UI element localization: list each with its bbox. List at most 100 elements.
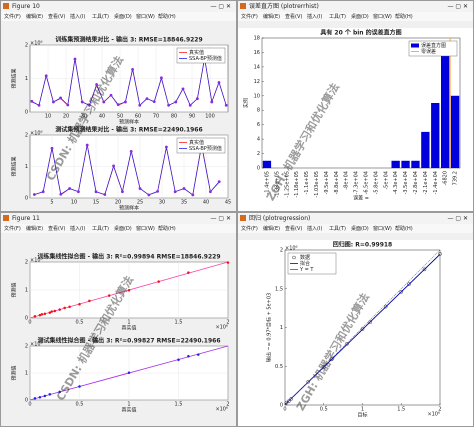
menu-item[interactable]: 查看(V) (48, 13, 65, 20)
x-tick-label: -1.25e+05 (284, 171, 290, 198)
x-tick-label: 15 (93, 200, 99, 206)
menu-item[interactable]: 查看(V) (48, 225, 65, 232)
y-tick-label: 0 (25, 110, 28, 116)
menu-item[interactable]: 查看(V) (285, 13, 302, 20)
chart-title: 测试集预测结果对比 - 输出 3: RMSE=22490.1966 (55, 126, 202, 134)
point (210, 100, 214, 104)
y-exponent: ×10⁶ (30, 258, 43, 264)
point (167, 103, 171, 107)
x-tick-label: -8.8e+04 (334, 171, 340, 194)
point (95, 83, 98, 86)
y-tick-label: 1.5 (275, 286, 283, 292)
point (160, 76, 163, 80)
menu-item[interactable]: 帮助(H) (158, 225, 176, 232)
x-tick-label: 100 (205, 114, 215, 120)
point (209, 190, 212, 194)
point (217, 81, 221, 84)
menu-item[interactable]: 查看(V) (285, 225, 302, 232)
y-tick-label: 2 (25, 344, 28, 350)
menu-item[interactable]: 工具(T) (329, 226, 346, 232)
menu-item[interactable]: 工具(T) (329, 14, 346, 20)
point (138, 103, 142, 107)
point (145, 97, 149, 100)
x-tick-label: 20 (63, 114, 69, 120)
y-tick-label: 0 (25, 398, 28, 404)
menu-item[interactable]: 插入(I) (70, 13, 85, 20)
menu-item[interactable]: 插入(I) (70, 225, 85, 232)
menu-item[interactable]: 文件(F) (4, 225, 21, 232)
x-tick-label: -1.03e+05 (314, 171, 320, 198)
menu-bar (238, 224, 473, 233)
x-tick-label: 0.5 (76, 320, 84, 326)
menu-item[interactable]: 编辑(E) (26, 225, 43, 232)
menu-item[interactable]: 编辑(E) (26, 13, 43, 20)
y-tick-label: 2 (25, 133, 28, 139)
menu-item[interactable]: 文件(F) (241, 13, 258, 20)
menu-item[interactable]: 文件(F) (4, 13, 21, 20)
menu-item[interactable]: 窗口(W) (373, 13, 392, 20)
menu-item[interactable]: 帮助(H) (395, 13, 413, 20)
chart-title: 训练集预测结果对比 - 输出 3: RMSE=18846.9229 (55, 36, 202, 44)
window-title: 回归 (plotregression) (249, 214, 310, 222)
x-tick-label: 1.5 (175, 402, 183, 408)
x-tick-label: -5.8e+04 (373, 171, 379, 194)
x-tick-label: -1.1e+05 (304, 171, 310, 194)
menu-item[interactable]: 桌面(D) (351, 13, 369, 20)
point (360, 327, 365, 331)
point (187, 354, 190, 358)
legend-label: 零误差 (421, 48, 436, 55)
x-tick-label: 1.5 (397, 407, 405, 413)
point (59, 96, 62, 100)
point (422, 267, 427, 272)
y-tick-label: 1 (280, 325, 283, 331)
point (157, 280, 160, 283)
y-tick-label: 1 (25, 288, 28, 294)
point (129, 149, 133, 153)
y-axis-label: 预测值 (11, 282, 18, 297)
x-tick-label: 20 (115, 200, 121, 206)
legend-box (287, 252, 337, 275)
menu-item[interactable]: 桌面(D) (114, 225, 132, 232)
point (152, 100, 156, 104)
point (53, 309, 57, 313)
menu-item[interactable]: 工具(T) (92, 226, 109, 232)
point (44, 74, 48, 78)
point (30, 99, 34, 103)
menu-item[interactable]: 窗口(W) (136, 13, 155, 20)
menu-item[interactable]: 编辑(E) (263, 13, 280, 20)
x-tick-label: -5e+04 (383, 171, 389, 190)
menu-item[interactable]: 插入(I) (307, 225, 322, 232)
y-tick-label: 8 (257, 108, 260, 114)
y-axis-label: 预测结果 (11, 156, 18, 176)
menu-item[interactable]: 编辑(E) (263, 225, 280, 232)
point (41, 190, 45, 194)
legend-label: Y = T (299, 267, 314, 273)
menu-item[interactable]: 帮助(H) (395, 225, 413, 232)
x-exponent: ×10⁶ (215, 325, 228, 331)
point (438, 252, 442, 256)
menu-item[interactable]: 插入(I) (307, 13, 322, 20)
x-exponent: ×10⁶ (427, 412, 440, 418)
window-title: 误差直方图 (plotrerrhist) (249, 2, 319, 10)
menu-item[interactable]: 桌面(D) (351, 225, 369, 232)
x-tick-label: 40 (203, 200, 209, 206)
x-tick-label: 90 (189, 114, 195, 120)
y-tick-label: 12 (254, 79, 260, 85)
menu-item[interactable]: 窗口(W) (373, 225, 392, 232)
point (58, 390, 62, 394)
point (321, 365, 326, 369)
x-axis-label: 误差 = (353, 195, 369, 202)
y-tick-label: 0 (25, 316, 28, 322)
x-tick-label: -6.5e+04 (363, 171, 369, 194)
x-tick-label: -8e+04 (344, 171, 350, 190)
toolbar (1, 233, 236, 240)
x-tick-label: 80 (171, 114, 177, 120)
menu-item[interactable]: 桌面(D) (114, 13, 132, 20)
menu-item[interactable]: 窗口(W) (136, 225, 155, 232)
x-tick-label: 2 (226, 402, 229, 408)
menu-item[interactable]: 帮助(H) (158, 13, 176, 20)
menu-item[interactable]: 文件(F) (241, 225, 258, 232)
menu-item[interactable]: 工具(T) (92, 14, 109, 20)
point (50, 146, 54, 150)
